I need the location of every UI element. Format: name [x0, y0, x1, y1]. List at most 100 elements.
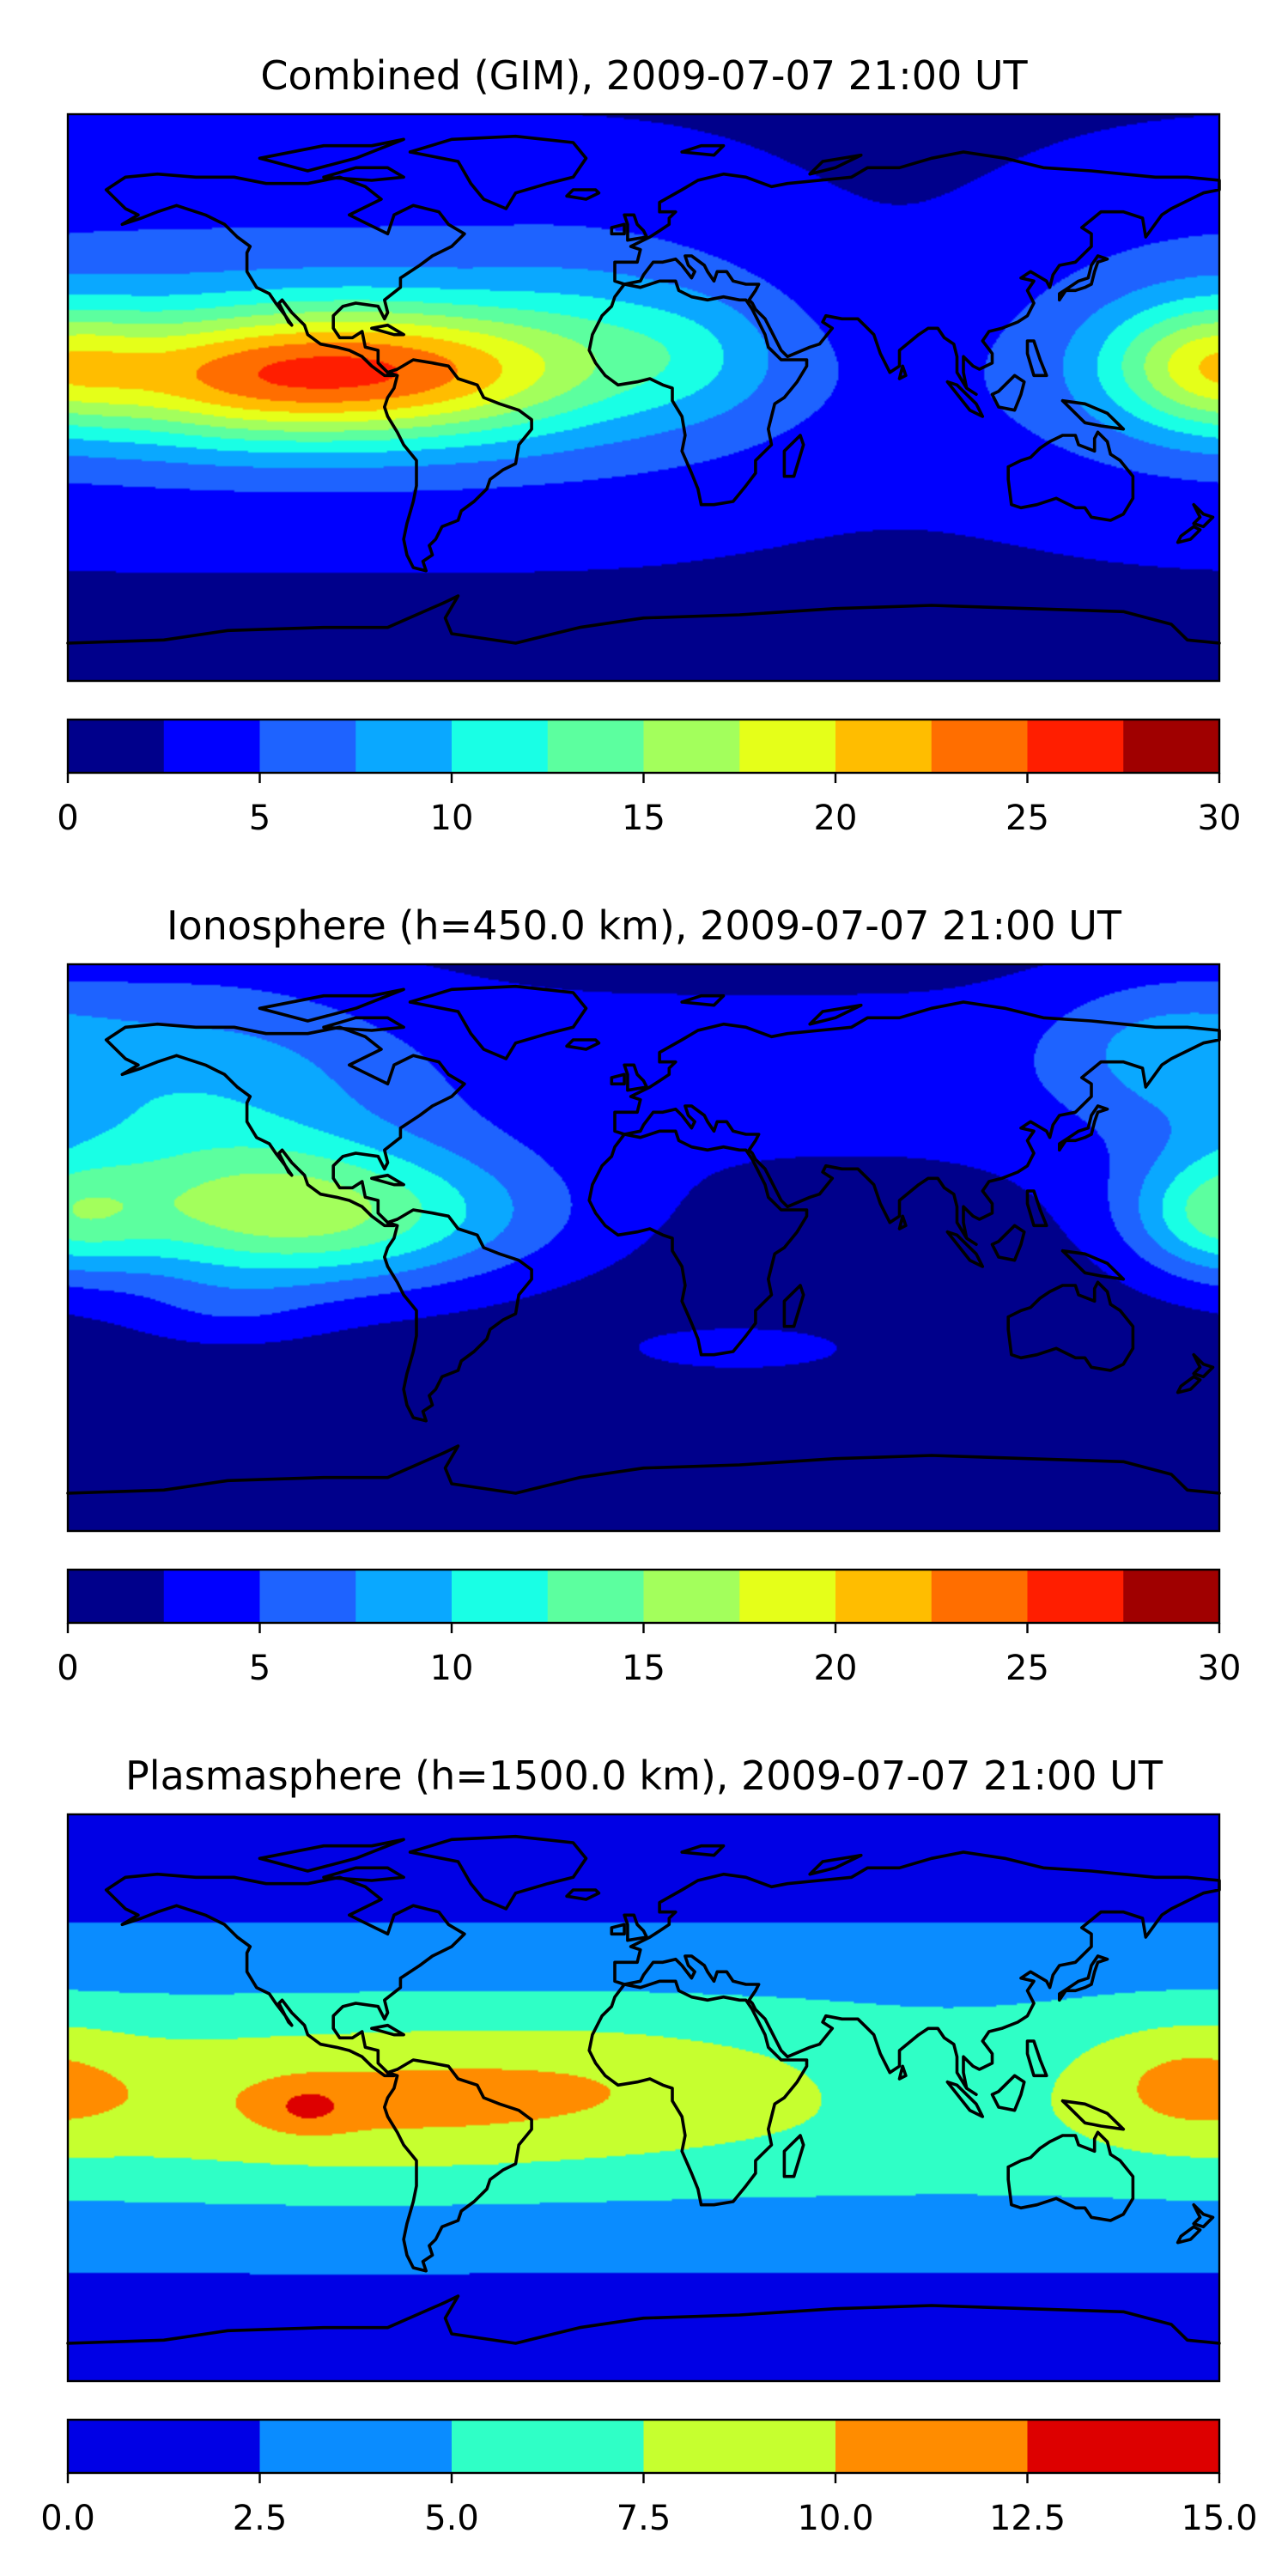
coastline — [680, 1844, 726, 1857]
coastline — [623, 1913, 649, 1942]
colorbar — [68, 1570, 1220, 1623]
coastline — [623, 1063, 649, 1092]
tick-label: 25 — [1005, 799, 1049, 838]
coastline — [623, 213, 649, 242]
colorbar-swatch — [355, 720, 453, 773]
colorbar-tick-labels: 0 5 10 15 20 25 30 — [57, 799, 1241, 838]
coastline — [897, 364, 908, 380]
coastline — [1006, 430, 1135, 522]
coastline — [945, 380, 985, 418]
coastlines — [66, 984, 1221, 1495]
coastline — [613, 150, 1221, 397]
colorbar-swatch — [739, 1570, 836, 1623]
colorbar-tick-labels: 0 5 10 15 20 25 30 — [57, 1649, 1241, 1688]
coastline — [382, 2058, 533, 2273]
coastline — [66, 594, 1221, 645]
tick-label: 20 — [814, 799, 858, 838]
colorbar-swatch — [68, 1570, 165, 1623]
colorbar-swatch — [1027, 1570, 1124, 1623]
colorbar-swatch — [643, 2420, 836, 2473]
coastline — [565, 1038, 601, 1051]
tick-label: 10 — [430, 799, 474, 838]
coastline — [990, 374, 1026, 412]
coastline — [1006, 1280, 1135, 1372]
panel-ionosphere: Ionosphere (h=450.0 km), 2009-07-07 21:0… — [57, 902, 1241, 1688]
colorbar-swatch — [452, 1570, 549, 1623]
coastline — [587, 1129, 809, 1357]
contour-field — [68, 964, 1219, 1531]
colorbar-swatch — [259, 2420, 453, 2473]
colorbar-ticks — [66, 773, 1221, 783]
coastline — [66, 2294, 1221, 2345]
colorbar-swatch — [547, 720, 645, 773]
map-title: Plasmasphere (h=1500.0 km), 2009-07-07 2… — [125, 1753, 1163, 1799]
colorbar-swatch — [452, 2420, 645, 2473]
tick-label: 0 — [57, 799, 78, 838]
coastline — [897, 1214, 908, 1230]
colorbar-tick-labels: 0.0 2.5 5.0 7.5 10.0 12.5 15.0 — [40, 2499, 1257, 2538]
tick-label: 7.5 — [617, 2499, 671, 2538]
colorbar-swatch — [1123, 720, 1220, 773]
colorbar-swatch — [835, 2420, 1029, 2473]
coastline — [1192, 2202, 1215, 2229]
coastline — [104, 1872, 466, 2078]
coastline — [104, 172, 466, 378]
coastline — [680, 143, 726, 157]
tick-label: 15 — [622, 799, 665, 838]
colorbar-swatch — [68, 720, 165, 773]
coastline — [587, 279, 809, 507]
coastlines — [66, 1834, 1221, 2345]
tick-label: 0 — [57, 1649, 78, 1688]
tick-label: 12.5 — [989, 2499, 1066, 2538]
colorbar-swatch — [643, 720, 740, 773]
coastline — [1058, 1954, 1109, 2002]
coastline — [1192, 502, 1215, 529]
coastline — [1025, 2039, 1048, 2078]
coastline — [408, 134, 588, 210]
colorbar-swatch — [643, 1570, 740, 1623]
coastline — [990, 2074, 1026, 2112]
coastline — [945, 2080, 985, 2118]
tick-label: 5.0 — [424, 2499, 479, 2538]
tick-label: 0.0 — [40, 2499, 95, 2538]
coastline — [587, 1979, 809, 2207]
tick-label: 15 — [622, 1649, 665, 1688]
tick-label: 5 — [249, 799, 270, 838]
coastline — [808, 1003, 863, 1026]
colorbar-swatch — [163, 1570, 261, 1623]
map-title: Ionosphere (h=450.0 km), 2009-07-07 21:0… — [167, 902, 1122, 949]
colorbar — [68, 2420, 1220, 2473]
colorbar-swatch — [739, 720, 836, 773]
coastline — [1192, 1352, 1215, 1379]
colorbar-swatch — [1027, 2420, 1220, 2473]
colorbar-swatch — [931, 720, 1029, 773]
colorbar-swatch — [835, 720, 933, 773]
coastline — [613, 1000, 1221, 1247]
colorbar-swatch — [355, 1570, 453, 1623]
coastline — [258, 987, 405, 1023]
contour-field — [68, 1814, 1219, 2381]
tick-label: 30 — [1198, 1649, 1242, 1688]
tick-label: 5 — [249, 1649, 270, 1688]
map-title: Combined (GIM), 2009-07-07 21:00 UT — [260, 52, 1028, 99]
map-frame — [66, 1813, 1221, 2383]
coastline — [808, 153, 863, 176]
coastlines — [66, 134, 1221, 645]
coastline — [565, 1888, 601, 1901]
map-frame — [66, 963, 1221, 1533]
coastline — [408, 984, 588, 1060]
coastline — [1058, 1104, 1109, 1152]
coastline — [258, 137, 405, 173]
coastline — [610, 222, 626, 236]
colorbar-swatch — [259, 720, 356, 773]
colorbar-swatch — [1123, 1570, 1220, 1623]
coastline — [808, 1853, 863, 1876]
coastline — [610, 1072, 626, 1086]
colorbar-ticks — [66, 2473, 1221, 2483]
colorbar-swatch — [163, 720, 261, 773]
coastline — [1176, 1375, 1202, 1394]
coastline — [322, 1866, 405, 1882]
coastline — [382, 358, 533, 573]
